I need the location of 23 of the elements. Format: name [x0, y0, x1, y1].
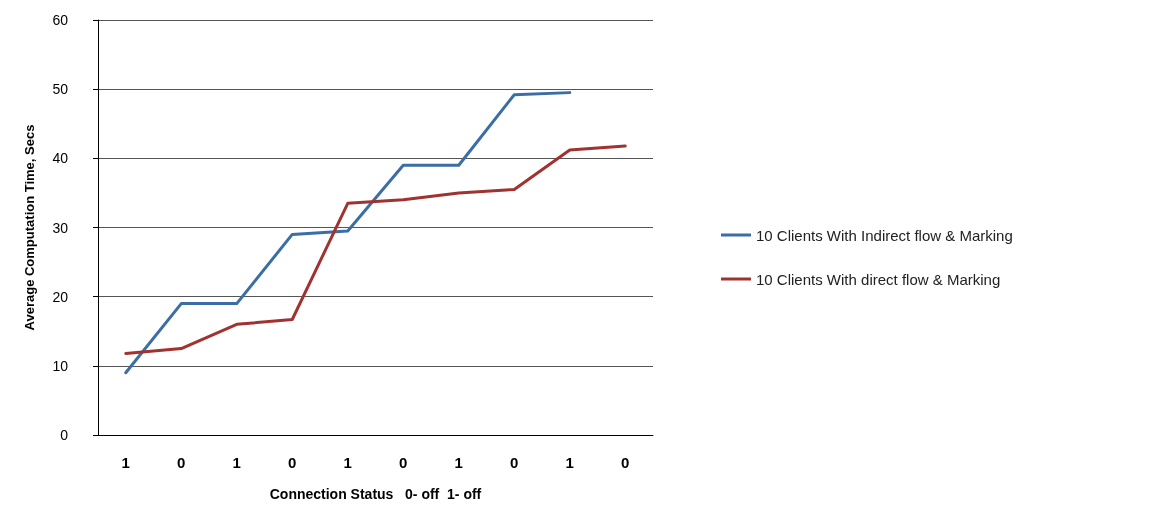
x-tick-label: 1 [232, 454, 241, 471]
x-tick-label: 0 [510, 454, 519, 471]
x-tick-label: 1 [343, 454, 352, 471]
line-series [124, 144, 627, 355]
y-tick-label: 10 [52, 357, 69, 374]
x-axis-title: Connection Status 0- off 1- off [269, 486, 482, 502]
legend-label: 10 Clients With Indirect flow & Marking [756, 226, 1013, 244]
x-tick-label: 0 [399, 454, 408, 471]
y-tick-label: 40 [52, 150, 69, 167]
y-tick-label: 0 [60, 427, 69, 443]
x-tick-label: 0 [288, 454, 297, 471]
x-tick-label: 1 [565, 454, 574, 471]
line-series [124, 91, 572, 375]
x-tick-label: 1 [121, 454, 130, 471]
y-tick-label: 30 [52, 219, 69, 236]
x-tick-label: 1 [454, 454, 463, 471]
y-tick-label: 20 [52, 288, 69, 305]
y-tick-label: 60 [52, 12, 69, 28]
y-axis-title: Average Computation Time, Secs [22, 124, 37, 331]
legend-label: 10 Clients With direct flow & Marking [756, 270, 1001, 288]
y-tick-label: 50 [52, 81, 69, 98]
x-tick-label: 0 [621, 454, 630, 471]
x-tick-label: 0 [177, 454, 186, 471]
